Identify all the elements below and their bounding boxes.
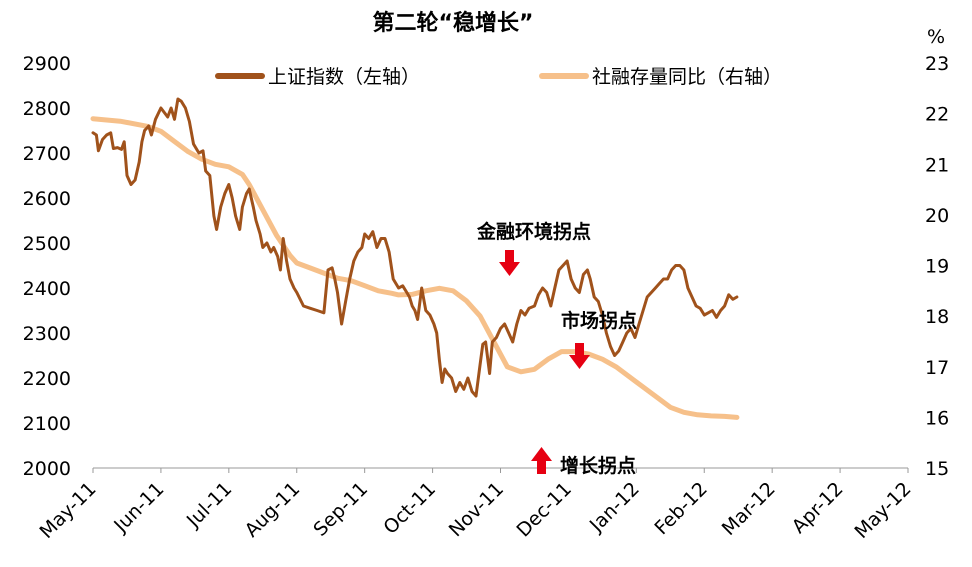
x-tick-label: Oct-11 (379, 478, 440, 539)
left-tick-label: 2900 (23, 53, 71, 75)
left-tick-label: 2000 (23, 458, 71, 480)
x-tick-label: Jan-12 (585, 478, 644, 537)
x-tick-label: Sep-11 (309, 478, 372, 541)
legend-label-tsf: 社融存量同比（右轴） (592, 66, 782, 88)
right-tick-label: 21 (925, 154, 949, 176)
left-tick-label: 2700 (23, 143, 71, 165)
right-tick-label: 23 (925, 53, 949, 75)
up-arrow-icon (531, 447, 552, 474)
x-tick-label: Dec-11 (512, 478, 576, 542)
left-tick-label: 2500 (23, 233, 71, 255)
x-tick-label: May-11 (35, 478, 100, 543)
x-tick-label: Nov-11 (445, 478, 508, 541)
right-tick-label: 19 (925, 256, 949, 278)
left-axis-ticks: 2000 2100 2200 2300 2400 2500 2600 2700 2800 2900 (23, 53, 71, 480)
annotation-growth-turning-point: 增长拐点 (531, 447, 636, 477)
x-axis-ticks: May-11 Jun-11 Jul-11 Aug-11 Sep-11 Oct-11 Nov-… (35, 468, 916, 543)
x-tick-label: Mar-12 (718, 478, 780, 540)
left-tick-label: 2200 (23, 368, 71, 390)
right-tick-label: 18 (925, 306, 949, 328)
annotation-financial-turning-point: 金融环境拐点 (476, 220, 591, 276)
series-line-index (91, 97, 739, 398)
x-tick-label: May-12 (850, 478, 915, 543)
right-tick-label: 17 (925, 357, 949, 379)
x-tick-label: Jul-11 (182, 478, 236, 532)
annotation-label-financial: 金融环境拐点 (476, 220, 591, 243)
annotation-label-growth: 增长拐点 (560, 454, 636, 477)
annotation-label-market: 市场拐点 (561, 309, 637, 332)
legend: 上证指数（左轴） 社融存量同比（右轴） (215, 66, 782, 88)
right-tick-label: 22 (925, 104, 949, 126)
x-tick-label: Feb-12 (650, 478, 711, 539)
left-tick-label: 2600 (23, 188, 71, 210)
down-arrow-icon (499, 250, 520, 276)
legend-label-index: 上证指数（左轴） (268, 66, 420, 88)
series-line-tsf (90, 116, 740, 420)
left-tick-label: 2100 (23, 413, 71, 435)
down-arrow-icon (569, 343, 590, 369)
right-axis-ticks: 15 16 17 18 19 20 21 22 23 (925, 53, 949, 480)
right-tick-label: 20 (925, 205, 949, 227)
x-tick-label: Jun-11 (109, 478, 168, 537)
x-tick-label: Aug-11 (241, 478, 305, 542)
left-tick-label: 2800 (23, 98, 71, 120)
right-axis-unit: % (927, 26, 945, 48)
left-tick-label: 2400 (23, 278, 71, 300)
x-tick-label: Apr-12 (788, 478, 848, 538)
right-tick-label: 15 (925, 458, 949, 480)
left-tick-label: 2300 (23, 323, 71, 345)
chart-title: 第二轮“稳增长” (373, 10, 534, 36)
annotation-market-turning-point: 市场拐点 (561, 309, 637, 369)
right-tick-label: 16 (925, 407, 949, 429)
